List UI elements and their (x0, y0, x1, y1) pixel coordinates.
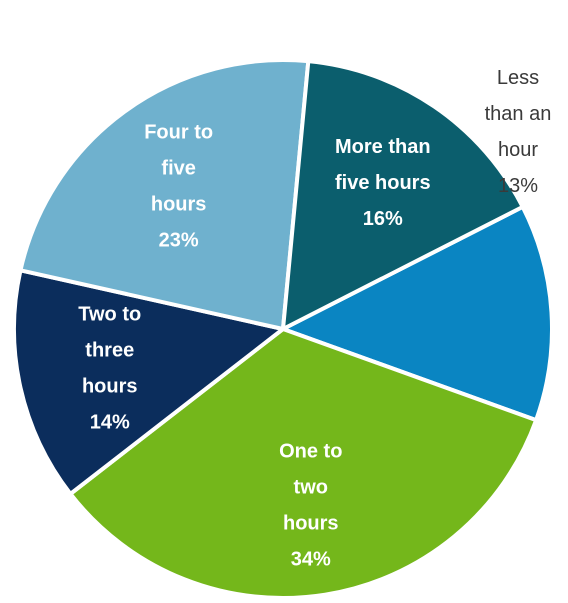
pie-label-more-than-five-hours: More than five hours 16% (335, 136, 431, 230)
pie-label-less-than-an-hour: Less than an hour 13% (485, 67, 552, 197)
pie-slice-one-to-two-hours (68, 327, 539, 600)
pie-slice-more-than-five-hours (281, 59, 525, 331)
pie-label-one-to-two-hours: One to two hours 34% (279, 440, 342, 570)
pie-labels: Less than an hour 13% One to two hours 34% Two t… (78, 67, 551, 570)
pie-slice-two-to-three-hours (12, 268, 285, 496)
pie-slice-less-than-an-hour (281, 204, 554, 423)
pie-slices (12, 58, 554, 600)
pie-label-four-to-five-hours: Four to five hours 23% (144, 121, 213, 251)
pie-label-two-to-three-hours: Two to three hours 14% (78, 304, 141, 434)
pie-slice-four-to-five-hours (18, 58, 311, 331)
